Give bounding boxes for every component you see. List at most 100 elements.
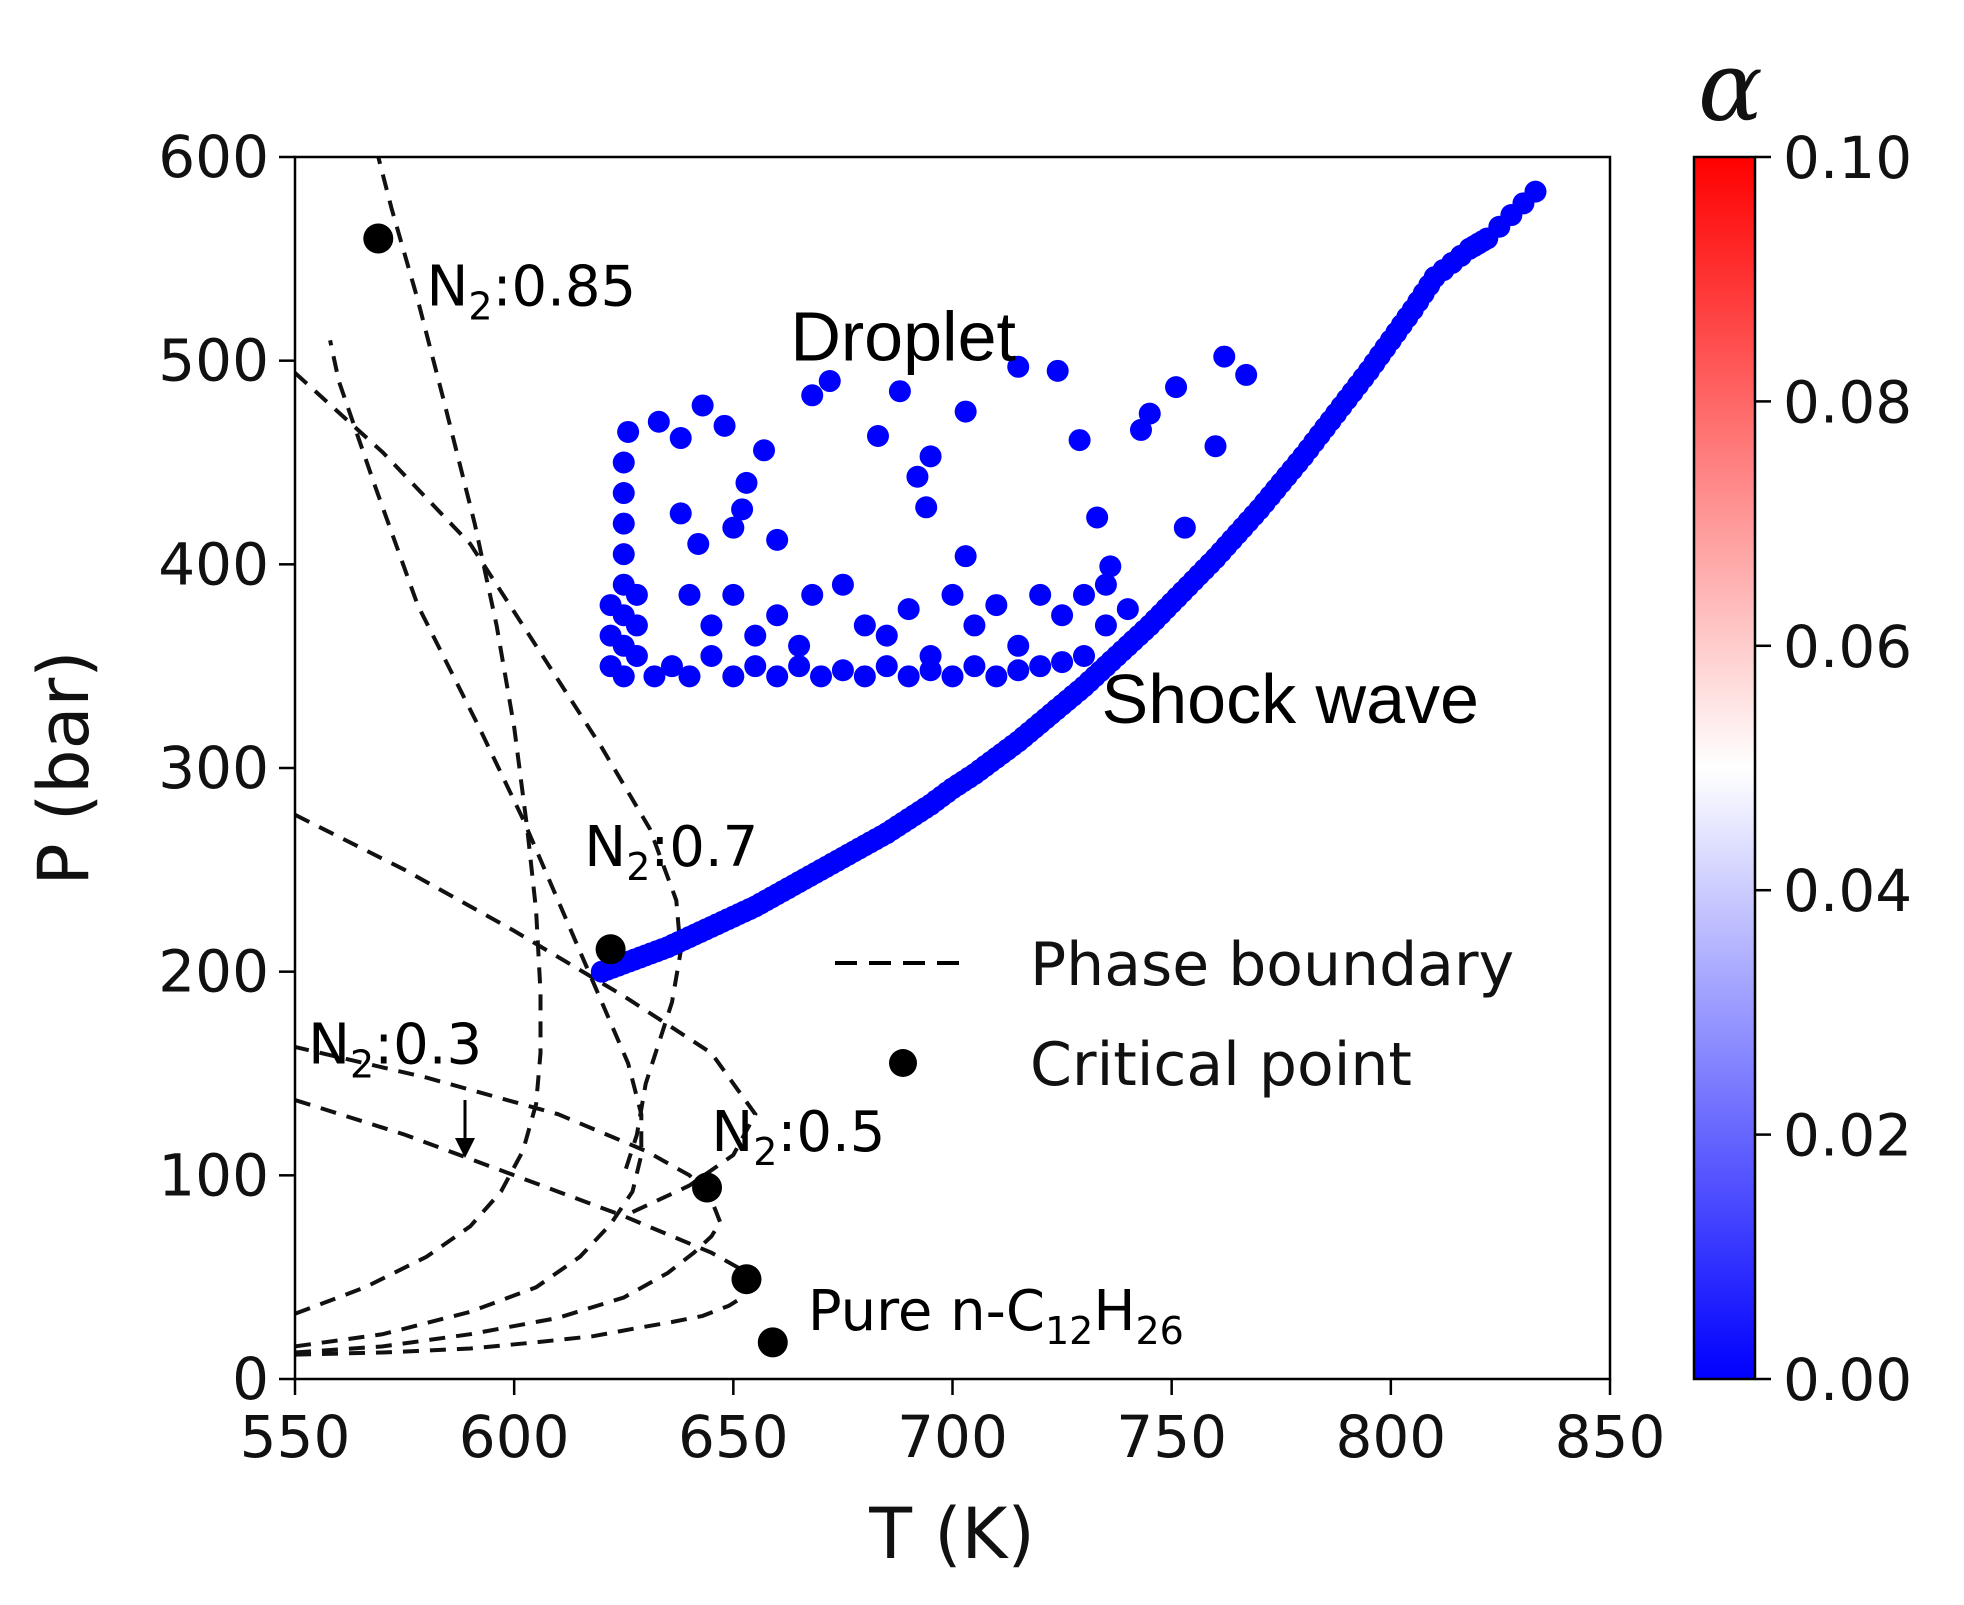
x-axis-ticks: 550 600 650 700 750 800 850 — [240, 1379, 1666, 1471]
shock-wave-point — [1418, 274, 1441, 297]
droplet-point — [625, 583, 648, 606]
droplet-point — [915, 496, 938, 519]
droplet-point — [919, 445, 942, 468]
alpha-scatter-points — [590, 180, 1547, 983]
colorbar-ticks: 0.00 0.02 0.04 0.06 0.08 0.10 — [1755, 124, 1912, 1414]
droplet-point — [1029, 583, 1052, 606]
droplet-point — [612, 543, 635, 566]
droplet-point — [1099, 555, 1122, 578]
droplet-point — [612, 482, 635, 505]
x-tick-label: 800 — [1335, 1403, 1446, 1471]
x-axis-label: T (K) — [868, 1493, 1035, 1575]
droplet-point — [766, 665, 789, 688]
y-axis-label: P (bar) — [23, 650, 105, 885]
y-tick-label: 100 — [158, 1141, 269, 1209]
droplet-point — [788, 634, 811, 657]
phase-boundary-4 — [295, 371, 683, 1176]
critical-point — [692, 1172, 723, 1203]
curve-annotation: N2:0.3 — [308, 1012, 482, 1086]
droplet-point — [643, 665, 666, 688]
critical-points — [363, 223, 788, 1358]
droplet-point — [1007, 634, 1030, 657]
droplet-point — [1129, 418, 1152, 441]
phase-boundary-6 — [295, 1098, 757, 1279]
droplet-point — [1094, 614, 1117, 637]
droplet-point — [1086, 506, 1109, 529]
x-tick-label: 750 — [1116, 1403, 1227, 1471]
droplet-point — [954, 545, 977, 568]
shock-wave-point — [1374, 336, 1397, 359]
y-tick-label: 0 — [232, 1345, 269, 1413]
droplet-point — [801, 583, 824, 606]
droplet-point — [831, 573, 854, 596]
droplet-point — [1007, 355, 1030, 378]
shock-wave-point — [1396, 306, 1419, 329]
droplet-point — [647, 410, 670, 433]
droplet-point — [1094, 573, 1117, 596]
legend-label-critical-point: Critical point — [1030, 1030, 1412, 1100]
droplet-point — [700, 614, 723, 637]
curve-annotation: N2:0.5 — [711, 1100, 885, 1174]
colorbar-label: α — [1698, 31, 1763, 143]
shock-wave-point — [1471, 230, 1494, 253]
region-label: Shock wave — [1102, 660, 1479, 738]
droplet-point — [731, 498, 754, 521]
region-labels: Droplet Shock wave — [790, 298, 1479, 739]
droplet-point — [1235, 363, 1258, 386]
droplet-point — [744, 655, 767, 678]
droplet-point — [625, 644, 648, 667]
droplet-point — [625, 614, 648, 637]
droplet-point — [612, 451, 635, 474]
x-tick-label: 650 — [678, 1403, 789, 1471]
droplet-point — [1204, 435, 1227, 458]
droplet-point — [963, 655, 986, 678]
legend-label-phase-boundary: Phase boundary — [1030, 930, 1514, 1000]
phase-boundary-2 — [295, 339, 644, 1349]
critical-point — [731, 1264, 762, 1295]
droplet-point — [766, 528, 789, 551]
droplet-point — [691, 394, 714, 417]
droplet-point — [941, 583, 964, 606]
curve-annotation: N2:0.85 — [427, 255, 637, 329]
x-tick-label: 850 — [1555, 1403, 1666, 1471]
droplet-point — [919, 644, 942, 667]
x-tick-label: 550 — [240, 1403, 351, 1471]
y-tick-label: 300 — [158, 734, 269, 802]
droplet-point — [669, 427, 692, 450]
droplet-point — [954, 400, 977, 423]
droplet-point — [766, 604, 789, 627]
colorbar-tick-label: 0.02 — [1783, 1102, 1912, 1170]
droplet-point — [810, 665, 832, 688]
droplet-point — [985, 594, 1008, 617]
droplet-point — [818, 370, 841, 393]
droplet-point — [722, 665, 745, 688]
phase-boundary-1 — [295, 1045, 723, 1355]
droplet-point — [788, 655, 811, 678]
droplet-point — [985, 665, 1008, 688]
droplet-point — [599, 655, 622, 678]
critical-point — [595, 934, 626, 965]
droplet-point — [801, 384, 824, 407]
droplet-point — [941, 665, 964, 688]
droplet-point — [1007, 659, 1030, 682]
droplet-point — [660, 655, 683, 678]
droplet-point — [1213, 345, 1236, 368]
droplet-point — [599, 624, 622, 647]
curve-annotation: N2:0.7 — [584, 815, 758, 889]
phase-boundary-lines — [295, 157, 758, 1357]
droplet-point — [831, 659, 854, 682]
droplet-point — [1073, 644, 1095, 667]
colorbar — [1692, 155, 1757, 1381]
droplet-point — [906, 465, 929, 488]
droplet-point — [722, 583, 745, 606]
droplet-point — [853, 614, 876, 637]
colorbar-tick-label: 0.10 — [1783, 124, 1912, 192]
droplet-point — [897, 665, 920, 688]
droplet-point — [875, 624, 898, 647]
droplet-point — [1029, 655, 1052, 678]
droplet-point — [1068, 429, 1091, 452]
droplet-point — [735, 471, 758, 494]
droplet-point — [678, 665, 701, 688]
droplet-point — [1116, 598, 1139, 621]
droplet-point — [963, 614, 986, 637]
